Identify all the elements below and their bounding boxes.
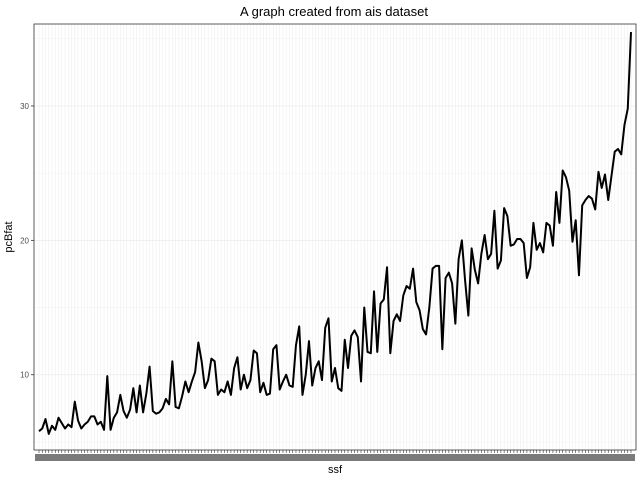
y-tick-label: 10 xyxy=(20,371,29,380)
x-axis-title: ssf xyxy=(328,464,343,476)
chart-title: A graph created from ais dataset xyxy=(240,4,428,19)
series-line-pcbfat xyxy=(38,32,632,435)
y-axis-title: pcBfat xyxy=(3,221,15,252)
axes: 10 20 30 xyxy=(20,102,635,461)
y-tick-label: 20 xyxy=(20,236,29,245)
y-tick-label: 30 xyxy=(20,102,29,111)
grid xyxy=(34,24,636,450)
series-layer xyxy=(38,32,632,435)
x-tick-labels-overprinted xyxy=(35,454,635,461)
